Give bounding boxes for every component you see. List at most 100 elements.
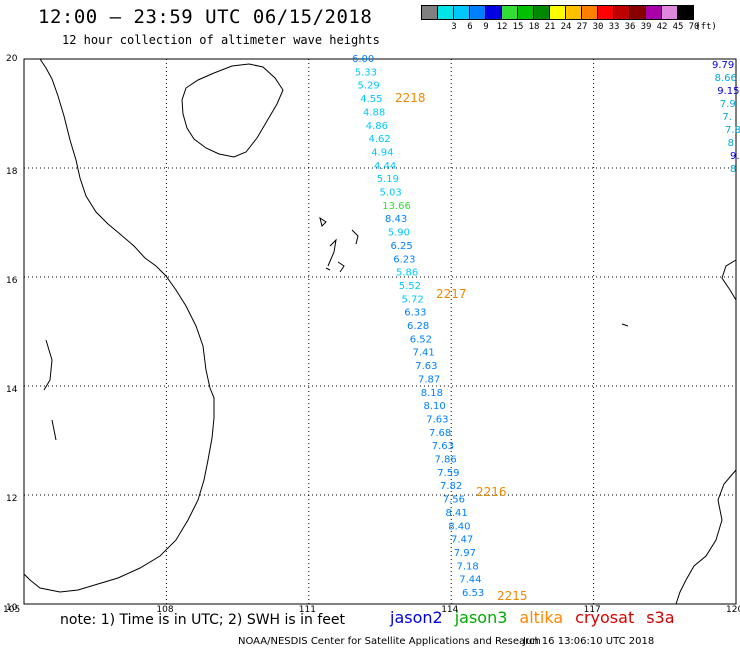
legend-unit: (ft): [695, 22, 717, 32]
pass-time-label: 2218: [395, 91, 426, 105]
satellite-label: jason2: [390, 608, 443, 627]
legend-label: 15: [512, 22, 524, 32]
lon-tick-label: 114: [441, 605, 458, 615]
west-landmass-fragment: [43, 339, 57, 441]
wave-height-label: 4.86: [366, 121, 388, 132]
wave-height-label: 5.86: [396, 268, 418, 279]
wave-height-label: 4.55: [360, 94, 382, 105]
satellite-legend: jason2 jason3 altika cryosat s3a: [390, 608, 687, 627]
wave-height-label: 7.59: [437, 468, 459, 479]
satellite-label: altika: [519, 608, 564, 627]
legend-label: 12: [496, 22, 508, 32]
wave-height-label: 7.44: [459, 575, 481, 586]
wave-height-label: 5.19: [377, 174, 399, 185]
wave-height-label: 5.72: [402, 294, 424, 305]
wave-height-label: 7.87: [418, 374, 440, 385]
wave-height-label: 7.56: [443, 495, 465, 506]
wave-height-label: 7.68: [429, 428, 451, 439]
legend-label: 45: [672, 22, 684, 32]
wave-height-label: 4.44: [374, 161, 396, 172]
wave-height-label: 7.82: [440, 481, 462, 492]
wave-height-label: 7.8: [725, 125, 740, 136]
map-axis-labels: 105 108 111 114 117 120 20 18 16 14 12 10: [3, 54, 740, 615]
wave-height-label: 5.29: [358, 81, 380, 92]
wave-height-label: 7.63: [426, 414, 448, 425]
legend-label: 36: [624, 22, 636, 32]
legend-label: 3: [451, 22, 457, 32]
lat-tick-label: 12: [6, 494, 17, 504]
wave-height-label: 5.03: [380, 188, 402, 199]
wave-height-label: 6.00: [352, 54, 374, 65]
wave-height-label: 7.41: [413, 348, 435, 359]
wave-height-label: 4.88: [363, 107, 385, 118]
color-legend: [421, 5, 694, 20]
wave-height-label: 6.28: [407, 321, 429, 332]
satellite-label: cryosat: [575, 608, 635, 627]
jason3-track: 6.00 5.33 5.29 4.55 4.88 4.86 4.62 4.94 4.44 5.19…: [352, 54, 528, 603]
footer-credit: NOAA/NESDIS Center for Satellite Applica…: [238, 636, 541, 647]
map-gridlines: [24, 59, 736, 604]
wave-height-label: 8.: [728, 138, 738, 149]
paracel-islands: [319, 216, 359, 273]
legend-label: 30: [592, 22, 604, 32]
map-frame: [23, 58, 737, 605]
wave-height-label: 7.63: [415, 361, 437, 372]
pass-time-label: 2215: [497, 589, 528, 603]
wave-height-label: 4.62: [369, 134, 391, 145]
legend-swatch: [677, 5, 694, 20]
lon-tick-label: 108: [156, 605, 173, 615]
legend-label: 6: [467, 22, 473, 32]
wave-height-label: 8.18: [421, 388, 443, 399]
legend-label: 24: [560, 22, 572, 32]
wave-height-label: 5.33: [355, 67, 377, 78]
satellite-label: s3a: [646, 608, 675, 627]
wave-height-label: 6.25: [391, 241, 413, 252]
legend-label: 21: [544, 22, 556, 32]
wave-height-label: 6.33: [404, 308, 426, 319]
page-subtitle: 12 hour collection of altimeter wave hei…: [62, 33, 380, 47]
wave-height-label: 8.66: [715, 73, 737, 84]
note-text: note: 1) Time is in UTC; 2) SWH is in fe…: [60, 612, 346, 628]
satellite-label: jason3: [454, 608, 508, 627]
jason2-track: 9.79 8.66 9.15 7.9 7. 7.8 8. 9. 8: [712, 60, 740, 175]
wave-height-label: 9.79: [712, 60, 734, 71]
wave-height-label: 7.63: [432, 441, 454, 452]
legend-label: 70: [688, 22, 700, 32]
wave-height-label: 13.66: [382, 201, 411, 212]
wave-height-label: 9.15: [717, 86, 739, 97]
lon-tick-label: 120: [726, 605, 740, 615]
wave-height-label: 6.52: [410, 334, 432, 345]
legend-label: 18: [528, 22, 540, 32]
wave-height-label: 7.18: [457, 561, 479, 572]
wave-height-label: 7.9: [720, 99, 736, 110]
footer-timestamp: Jun 16 13:06:10 UTC 2018: [523, 636, 655, 647]
lat-tick-label: 14: [6, 385, 18, 395]
wave-height-label: 5.90: [388, 228, 410, 239]
wave-height-label: 5.52: [399, 281, 421, 292]
wave-height-label: 8.41: [446, 508, 468, 519]
lat-tick-label: 16: [6, 276, 18, 286]
lon-tick-label: 105: [3, 605, 20, 615]
legend-label: 39: [640, 22, 652, 32]
legend-label: 33: [608, 22, 620, 32]
wave-height-label: 8.43: [385, 214, 407, 225]
wave-height-label: 7.47: [451, 535, 473, 546]
lon-tick-label: 111: [299, 605, 316, 615]
pass-time-label: 2217: [436, 287, 467, 301]
wave-height-label: 7.86: [435, 455, 457, 466]
lat-tick-label: 20: [6, 54, 18, 64]
wave-height-label: 4.94: [371, 147, 393, 158]
legend-label: 42: [656, 22, 668, 32]
wave-height-label: 6.23: [393, 254, 415, 265]
wave-height-label: 8: [730, 164, 736, 175]
lat-tick-label: 10: [6, 603, 18, 613]
hainan-island-outline: [181, 63, 284, 158]
lat-tick-label: 18: [6, 167, 18, 177]
philippines-coastline: [675, 259, 737, 605]
lon-tick-label: 117: [584, 605, 601, 615]
wave-height-label: 9.: [730, 151, 740, 162]
legend-label: 9: [483, 22, 489, 32]
vietnam-coastline: [23, 58, 215, 593]
wave-height-label: 8.10: [424, 401, 446, 412]
